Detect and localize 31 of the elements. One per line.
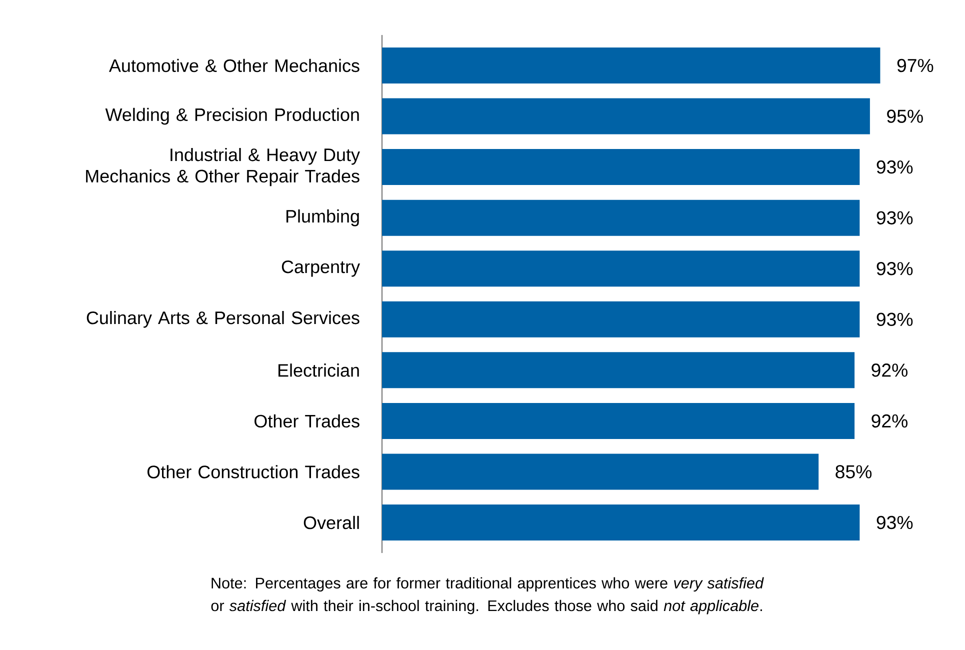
bar <box>382 301 860 338</box>
bar <box>382 149 860 186</box>
data-label: 92% <box>872 414 908 428</box>
data-label: 93% <box>876 262 913 276</box>
data-label: 93% <box>876 160 913 174</box>
data-label: 92% <box>872 364 908 377</box>
y-tick-label: Welding & Precision Production <box>105 108 359 125</box>
y-tick-label: Electrician <box>278 364 359 377</box>
y-tick-label: Plumbing <box>286 209 359 226</box>
y-tick-label: Automotive & Other Mechanics <box>108 58 360 72</box>
bar <box>382 47 880 84</box>
data-label: 93% <box>876 312 913 326</box>
y-tick-label: Overall <box>304 516 359 530</box>
y-tick-label: Culinary Arts & Personal Services <box>86 311 360 328</box>
bar <box>382 402 855 439</box>
y-tick-label: Carpentry <box>282 260 360 277</box>
y-tick-label: Other Trades <box>254 414 360 428</box>
data-label: 95% <box>887 110 923 123</box>
bar <box>382 504 860 541</box>
bar <box>382 352 855 388</box>
bar <box>382 250 860 287</box>
text: Note: Percentages are for former traditional apprentices who were very satisfied or satisfied with their in-school training. Excludes those who said not applicable. <box>211 577 764 614</box>
bar <box>382 200 860 236</box>
data-label: 93% <box>876 516 913 530</box>
bar <box>382 98 870 134</box>
y-tick-label: Other Construction Trades <box>147 465 360 478</box>
y-tick-label: Industrial & Heavy Duty Mechanics & Other Repair Trades <box>86 148 360 186</box>
data-label: 97% <box>897 58 934 72</box>
bar <box>382 454 819 490</box>
data-label: 85% <box>836 465 872 478</box>
data-label: 93% <box>876 211 913 224</box>
